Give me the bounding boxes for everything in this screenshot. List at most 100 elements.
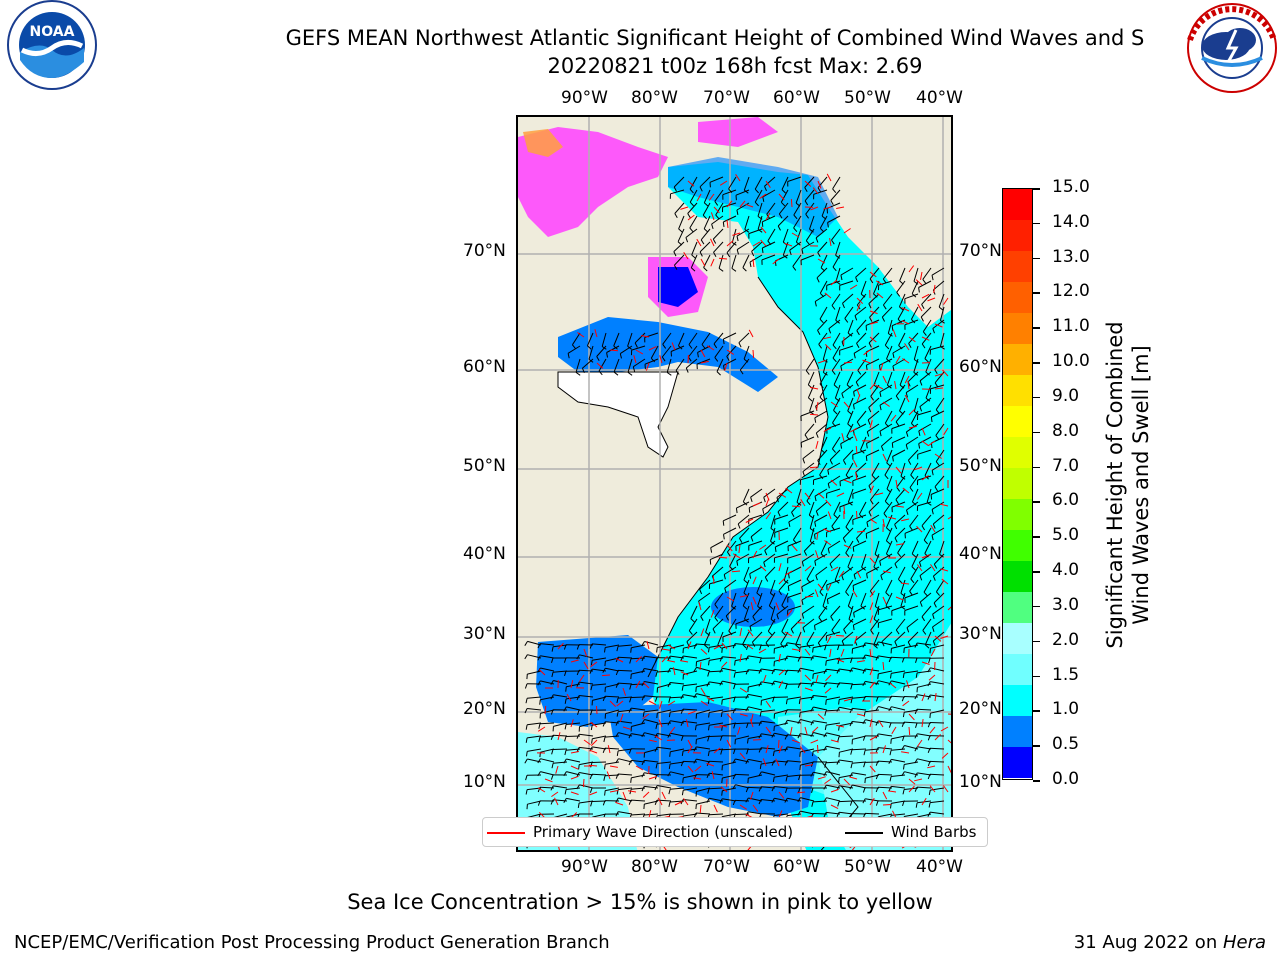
wind-barb: [913, 397, 919, 412]
wind-barb: [792, 527, 802, 541]
wave-direction-arrow: [758, 648, 767, 654]
wave-direction-arrow: [671, 342, 676, 351]
colorbar-label: 0.5: [1052, 734, 1080, 755]
wind-barb-flag: [928, 802, 931, 808]
wave-direction-arrow: [843, 505, 846, 515]
wind-barb: [728, 618, 737, 632]
wind-barb: [868, 293, 880, 304]
wind-barb: [726, 345, 737, 357]
wave-direction-arrow: [700, 360, 709, 364]
wave-direction-arrow: [816, 531, 819, 540]
wind-barb-flag: [901, 745, 905, 750]
wave-direction-arrow: [934, 635, 942, 642]
wave-direction-arrow: [933, 284, 936, 293]
wind-barb: [735, 540, 750, 547]
wind-barb: [766, 202, 776, 215]
wave-direction-arrow: [708, 193, 715, 201]
wind-barb: [885, 540, 893, 555]
wind-barb-flag: [843, 629, 847, 634]
wind-barb: [844, 306, 854, 319]
colorbar-label: 5.0: [1052, 525, 1080, 546]
wind-barb-flag: [853, 574, 856, 580]
wind-barb-flag: [848, 501, 853, 506]
wind-barb-flag: [590, 660, 593, 666]
wind-barb: [805, 202, 815, 215]
wind-barb: [743, 579, 750, 594]
wind-barb-flag: [587, 345, 592, 350]
wind-barb-flag: [849, 800, 853, 806]
wind-barb-flag: [525, 737, 528, 743]
wind-barb-flag: [550, 774, 554, 780]
wave-direction-arrow: [804, 492, 811, 500]
sea-ice: [698, 117, 778, 147]
wave-direction-arrow: [667, 700, 676, 706]
wind-barb: [722, 189, 737, 196]
wave-direction-arrow: [683, 252, 689, 260]
wave-direction-arrow: [615, 657, 624, 663]
wave-direction-arrow: [737, 726, 741, 735]
wind-barb: [920, 306, 932, 318]
wave-direction-arrow: [760, 239, 767, 247]
wind-barb-flag: [629, 684, 632, 690]
wind-barb-flag: [668, 712, 671, 718]
wind-barb: [822, 592, 828, 607]
wave-direction-arrow: [869, 382, 876, 390]
wind-barb-flag: [866, 573, 868, 579]
colorbar-label: 9.0: [1052, 385, 1080, 406]
wind-barb-flag: [668, 801, 671, 808]
wind-barb: [769, 579, 776, 594]
wind-barb: [795, 228, 802, 243]
wind-barb-flag: [836, 706, 840, 712]
wind-barb: [527, 722, 542, 726]
wind-barb-flag: [877, 673, 879, 679]
wind-barb: [939, 540, 945, 555]
wave-direction-arrow: [890, 414, 897, 422]
wind-barb: [839, 759, 854, 763]
wind-barb-flag: [641, 656, 645, 662]
wind-barb-flag: [577, 709, 580, 715]
wind-barb-flag: [797, 797, 801, 803]
wave-direction-arrow: [941, 752, 949, 759]
sea-ice-note: Sea Ice Concentration > 15% is shown in …: [347, 890, 933, 914]
wind-barb-flag: [818, 617, 823, 622]
wind-barb-flag: [693, 812, 697, 818]
map-canvas: [518, 117, 951, 850]
wind-barb: [814, 488, 828, 497]
wave-direction-arrow: [785, 487, 793, 494]
wind-barb: [904, 771, 919, 776]
wave-direction-arrow: [869, 735, 878, 741]
wind-barb: [832, 345, 841, 359]
wind-barb: [697, 345, 711, 353]
wind-barb-flag: [616, 789, 619, 795]
wave-direction-arrow: [752, 576, 757, 585]
wind-barb-flag: [689, 201, 694, 207]
wave-direction-arrow: [869, 271, 877, 278]
wind-barb-flag: [819, 591, 824, 597]
wave-direction-arrow: [601, 674, 611, 677]
wind-barb: [688, 345, 698, 358]
wind-barb-flag: [913, 280, 919, 285]
wind-barb: [644, 681, 659, 685]
wind-barb: [873, 631, 880, 646]
wind-barb-flag: [737, 523, 741, 529]
wind-barb: [834, 566, 841, 581]
wave-direction-arrow: [739, 654, 742, 663]
wind-barb-flag: [762, 196, 765, 202]
wind-barb-flag: [707, 698, 710, 704]
wind-barb-flag: [852, 585, 855, 591]
wave-direction-arrow: [841, 433, 845, 442]
wind-barb: [826, 631, 841, 637]
wind-barb: [882, 267, 893, 280]
wind-barb: [814, 514, 828, 523]
wave-direction-arrow: [901, 518, 910, 522]
wind-barb: [675, 358, 685, 371]
wind-barb-flag: [862, 735, 866, 741]
wind-barb: [852, 735, 867, 740]
wave-direction-arrow: [745, 203, 754, 208]
wave-direction-arrow: [687, 214, 695, 221]
wind-barb-flag: [654, 733, 658, 739]
wind-barb-flag: [525, 775, 528, 781]
wind-barb-flag: [785, 776, 788, 782]
wave-direction-arrow: [817, 360, 826, 364]
wind-barb: [813, 681, 828, 685]
